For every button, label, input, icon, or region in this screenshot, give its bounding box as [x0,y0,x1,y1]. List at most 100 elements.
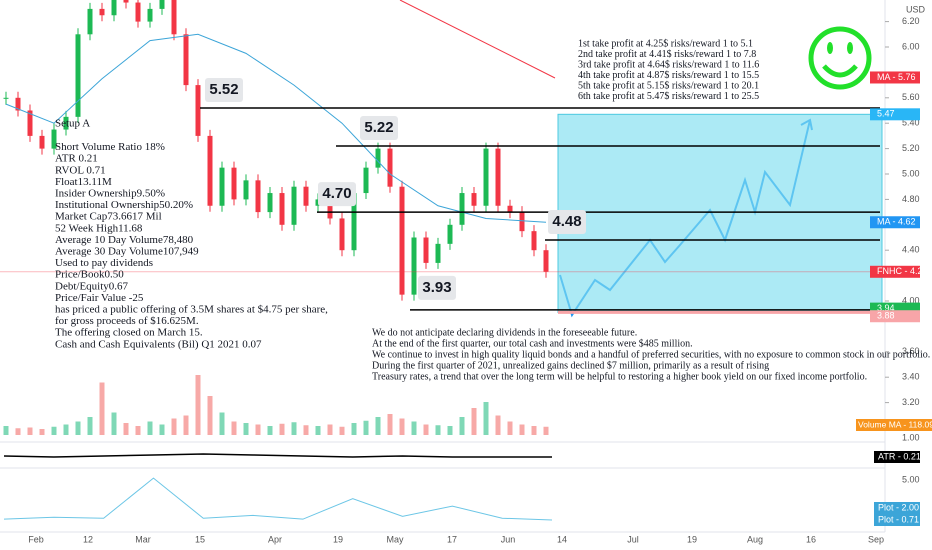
candle [399,186,405,295]
price-badge [870,71,920,84]
setup-line: Average 10 Day Volume78,480 [55,234,194,246]
atr-badge-label: ATR - 0.21 [878,451,921,461]
setup-line: ATR 0.21 [55,153,98,165]
candle [123,0,129,3]
atr-badge [874,451,920,463]
x-tick-label: 14 [557,534,567,544]
level-label: 5.52 [209,81,238,98]
volume-bar [39,429,45,435]
smiley-eye [827,42,833,54]
volume-bar [459,417,465,435]
candle [111,0,117,16]
x-tick-label: 15 [195,534,205,544]
candle [87,8,93,35]
volume-bar [327,424,333,435]
target-line: 5th take profit at 5.15$ risks/reward 1 … [578,80,759,91]
target-line: 1st take profit at 4.25$ risks/reward 1 … [578,38,753,49]
volume-bar [447,426,453,435]
y-tick-label: 5.00 [902,168,920,178]
y-tick-label: 4.00 [902,295,920,305]
candle [291,186,297,225]
volume-bar [399,418,405,435]
candle [519,212,525,232]
candle [507,205,513,213]
volume-bar [303,425,309,435]
volume-bar [363,420,369,435]
volume-bar [147,421,153,435]
setup-line: Cash and Cash Equivalents (Bil) Q1 2021 … [55,338,262,350]
plot-badge-label: Plot - 0.71 [878,514,919,524]
volume-bar [135,426,141,435]
note-line: We continue to invest in high quality li… [372,349,930,360]
setup-line: RVOL 0.71 [55,164,106,176]
y-tick-label: 5.20 [902,143,920,153]
plot-tick: 5.00 [902,474,920,484]
price-badge-label: MA - 5.76 [877,72,916,82]
note-line: We do not anticipate declaring dividends… [372,327,637,338]
y-tick-label: 3.60 [902,346,920,356]
candle [99,8,105,16]
y-tick-label: 3.40 [902,372,920,382]
x-tick-label: Apr [268,534,282,544]
candle [243,180,249,200]
candle [435,243,441,263]
volume-bar [231,421,237,435]
setup-line: Debt/Equity0.67 [55,280,129,292]
price-badge [870,310,920,323]
note-line: Treasury rates, a trend that over the lo… [372,371,867,382]
setup-line: Price/Fair Value -25 [55,292,144,304]
candle [231,167,237,200]
candle [303,186,309,206]
candle [195,85,201,136]
setup-line: Short Volume Ratio 18% [55,141,165,153]
volume-bar [495,415,501,435]
smiley [808,26,872,90]
candle [15,97,21,111]
price-badge-label: 3.88 [877,311,895,321]
level-label-box [205,77,243,102]
candle [351,193,357,251]
price-badge-label: FNHC - 4.23 [877,266,928,276]
volume-bar [351,423,357,435]
volume-bar [51,426,57,435]
currency: USD [906,4,926,14]
volume-bar [291,422,297,435]
candle [255,180,261,213]
volume-bar [159,424,165,435]
x-tick-label: Mar [135,534,151,544]
setup-line: 52 Week High11.68 [55,222,143,234]
volume-bar [87,417,93,435]
candle [135,2,141,22]
target-zone [557,113,883,313]
volume-bar [267,426,273,435]
atr-tick: 1.00 [902,432,920,442]
level-label: 4.70 [322,185,351,202]
level-label: 3.93 [422,279,451,296]
volume-bar [75,421,81,435]
candle [483,148,489,206]
candle [327,199,333,219]
trend-line [399,0,556,79]
candle [159,0,165,9]
volume-bar [63,424,69,435]
candle [411,237,417,295]
y-tick-label: 4.80 [902,194,920,204]
setup-line: Insider Ownership9.50% [55,188,165,200]
x-tick-label: 19 [333,534,343,544]
volume-bar [99,382,105,435]
level-label-box [360,116,398,141]
volume-bar [27,427,33,435]
candle [279,193,285,225]
candle [375,148,381,168]
volume-bar [171,418,177,435]
setup-line: Institutional Ownership50.20% [55,199,193,211]
x-tick-label: Sep [868,534,884,544]
volume-bar [3,426,9,435]
x-tick-label: 16 [806,534,816,544]
setup-line: Float13.11M [55,176,112,188]
setup-line: for gross proceeds of $16.625M. [55,315,199,327]
candle [339,218,345,251]
candle [459,193,465,225]
candle [219,167,225,206]
candle [51,129,57,149]
